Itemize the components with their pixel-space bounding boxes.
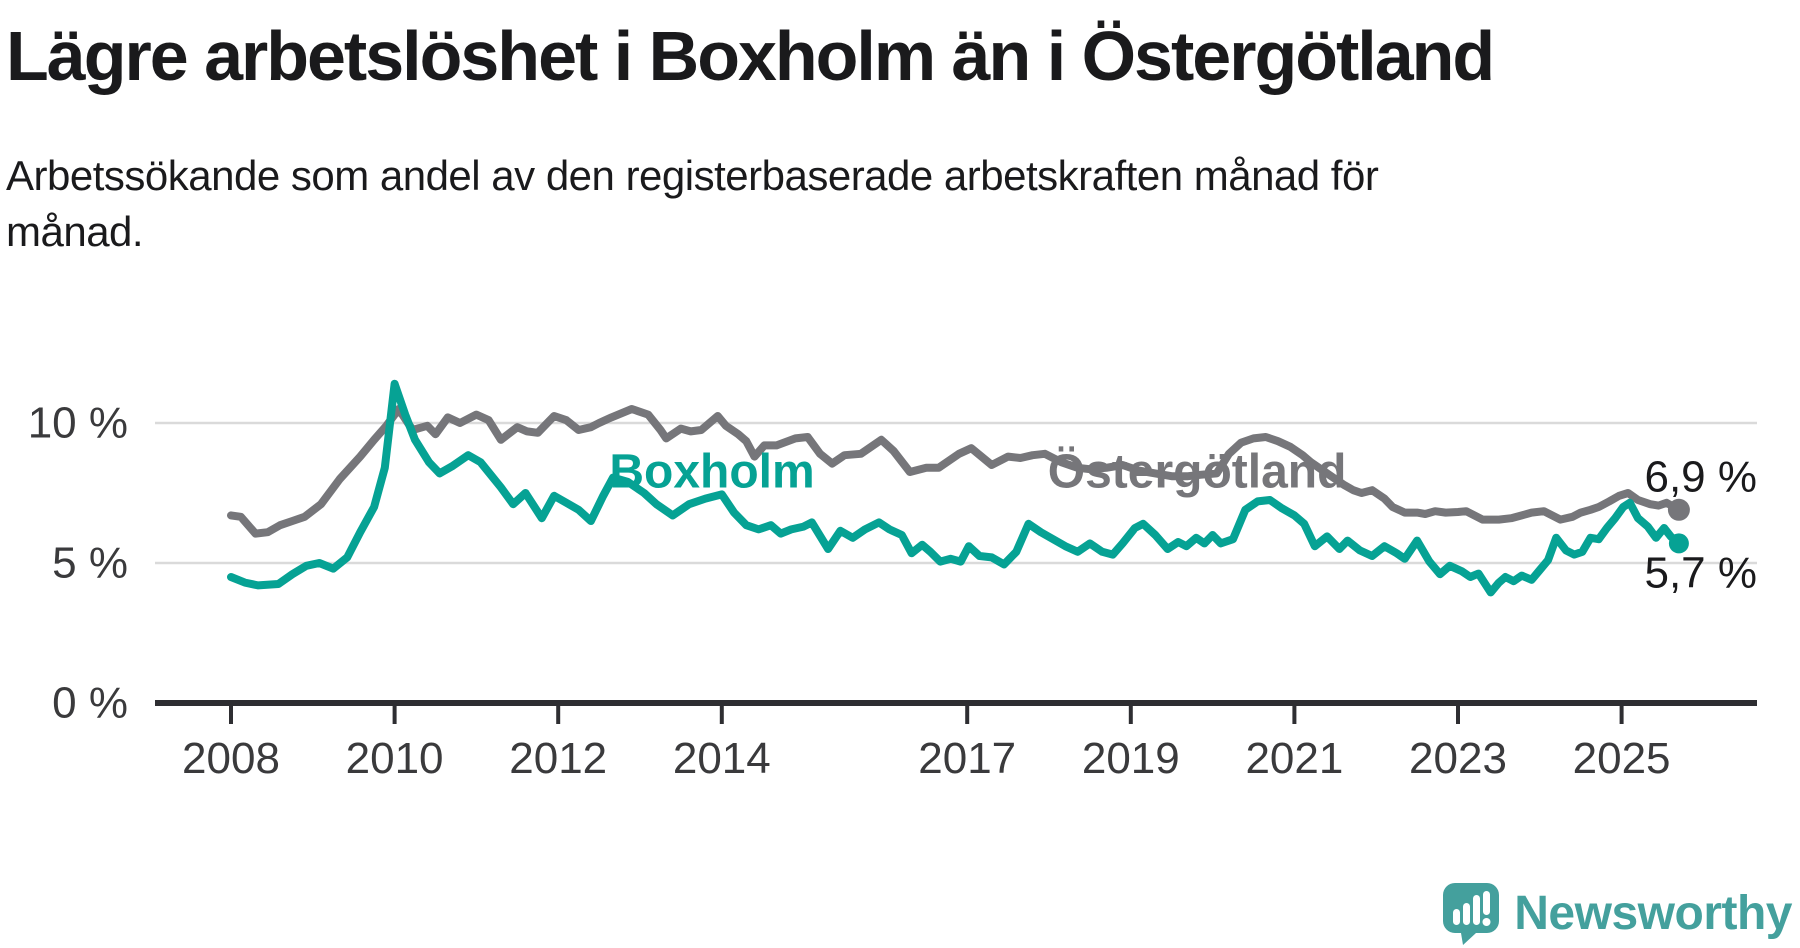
newsworthy-logo-icon [1443,883,1500,945]
newsworthy-logo-text: Newsworthy [1514,887,1792,940]
boxholm-line [227,379,1683,597]
ostergotland-end-dot [1667,498,1690,521]
ostergotland-line [227,405,1683,538]
x-tick-label-2019: 2019 [1082,734,1180,783]
y-tick-label-0: 0 % [52,679,128,728]
series-label-ostergotland: Östergötland [1048,446,1347,499]
end-value-label-ostergotland: 6,9 % [1644,453,1757,502]
x-tick-label-2008: 2008 [182,734,280,783]
end-value-label-boxholm: 5,7 % [1644,549,1757,598]
x-tick-label-2021: 2021 [1245,734,1343,783]
x-tick-label-2025: 2025 [1573,734,1671,783]
x-tick-label-2014: 2014 [673,734,771,783]
x-tick-label-2012: 2012 [509,734,607,783]
x-tick-label-2010: 2010 [346,734,444,783]
series-label-boxholm: Boxholm [609,446,814,499]
chart-title: Lägre arbetslöshet i Boxholm än i Österg… [6,17,1495,95]
y-tick-label-5: 5 % [52,539,128,588]
newsworthy-logo: Newsworthy [1442,882,1792,946]
x-tick-label-2023: 2023 [1409,734,1507,783]
chart-subtitle: Arbetssökande som andel av den registerb… [6,152,1379,255]
y-tick-label-10: 10 % [28,399,128,448]
x-tick-label-2017: 2017 [918,734,1016,783]
boxholm-end-dot [1668,533,1689,554]
